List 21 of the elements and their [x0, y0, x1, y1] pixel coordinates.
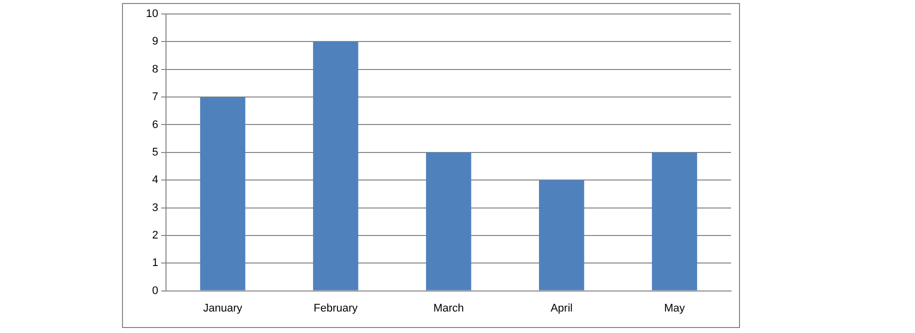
y-tick-label: 4 — [152, 174, 158, 186]
bar — [426, 152, 472, 290]
x-tick-label: April — [550, 302, 573, 314]
bar — [200, 97, 246, 290]
y-tick-label: 10 — [146, 8, 158, 20]
x-tick-label: February — [314, 302, 358, 314]
y-tick-label: 5 — [152, 146, 158, 158]
y-tick-label: 1 — [152, 257, 158, 270]
y-tick-label: 3 — [152, 202, 158, 214]
bar — [538, 180, 584, 290]
bar — [313, 42, 358, 290]
x-tick-label: May — [664, 302, 686, 314]
y-tick-label: 2 — [152, 229, 158, 242]
y-tick-label: 7 — [152, 91, 158, 104]
y-tick-label: 0 — [152, 284, 158, 297]
y-tick-label: 8 — [152, 63, 158, 76]
x-tick-label: March — [433, 302, 464, 314]
y-tick-label: 9 — [152, 36, 158, 48]
y-tick-label: 6 — [152, 118, 158, 131]
bar — [652, 152, 698, 290]
x-tick-label: January — [203, 302, 243, 314]
